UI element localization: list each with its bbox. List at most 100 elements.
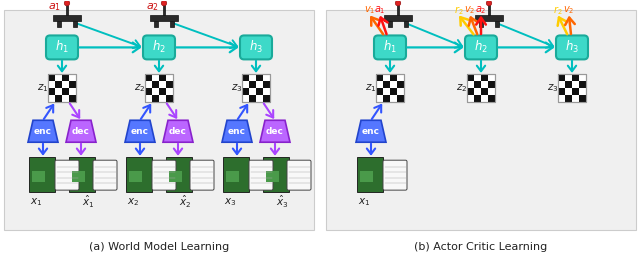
FancyArrowPatch shape bbox=[264, 103, 273, 118]
FancyArrowPatch shape bbox=[155, 61, 163, 71]
Bar bbox=[150, 15, 179, 21]
Bar bbox=[397, 5, 399, 15]
FancyArrowPatch shape bbox=[76, 23, 140, 48]
Bar bbox=[404, 21, 408, 27]
Polygon shape bbox=[66, 120, 96, 142]
FancyArrowPatch shape bbox=[58, 61, 66, 71]
Text: $a_2$: $a_2$ bbox=[476, 5, 487, 17]
Bar bbox=[48, 74, 76, 102]
Bar bbox=[558, 88, 565, 95]
Bar bbox=[579, 95, 586, 102]
Bar bbox=[475, 15, 504, 21]
Bar bbox=[376, 74, 404, 102]
Text: $\hat{x}_3$: $\hat{x}_3$ bbox=[276, 194, 288, 210]
Text: $a_1$: $a_1$ bbox=[49, 2, 61, 13]
Bar bbox=[129, 171, 141, 182]
Polygon shape bbox=[163, 120, 193, 142]
Text: $h_1$: $h_1$ bbox=[55, 39, 69, 55]
Bar bbox=[467, 74, 474, 81]
Bar bbox=[166, 157, 192, 192]
FancyArrowPatch shape bbox=[238, 105, 247, 119]
Bar bbox=[168, 171, 182, 182]
Bar bbox=[66, 5, 68, 15]
Bar bbox=[126, 157, 152, 192]
Text: $v_2$: $v_2$ bbox=[563, 5, 575, 17]
Bar bbox=[572, 74, 579, 81]
Polygon shape bbox=[356, 120, 386, 142]
Bar bbox=[152, 81, 159, 88]
Bar bbox=[223, 157, 249, 192]
FancyBboxPatch shape bbox=[93, 160, 117, 190]
FancyArrowPatch shape bbox=[499, 43, 553, 52]
FancyArrowPatch shape bbox=[172, 23, 237, 48]
Bar bbox=[69, 95, 76, 102]
Text: $\hat{x}_2$: $\hat{x}_2$ bbox=[179, 194, 191, 210]
FancyArrowPatch shape bbox=[371, 17, 383, 34]
Bar bbox=[226, 171, 239, 182]
Text: $v_2$: $v_2$ bbox=[465, 5, 476, 17]
Bar bbox=[467, 74, 495, 102]
Text: $z_3$: $z_3$ bbox=[547, 83, 559, 94]
Bar bbox=[397, 81, 404, 88]
Bar bbox=[74, 21, 77, 27]
Bar bbox=[376, 88, 383, 95]
FancyArrowPatch shape bbox=[141, 105, 150, 119]
Bar bbox=[242, 74, 249, 81]
Text: $z_1$: $z_1$ bbox=[37, 83, 49, 94]
Bar bbox=[383, 95, 390, 102]
Bar bbox=[326, 11, 636, 230]
Bar bbox=[62, 74, 69, 81]
Text: enc: enc bbox=[228, 127, 246, 136]
Bar bbox=[256, 74, 263, 81]
FancyBboxPatch shape bbox=[374, 35, 406, 59]
Bar bbox=[263, 95, 270, 102]
Text: $h_3$: $h_3$ bbox=[565, 39, 579, 55]
FancyArrowPatch shape bbox=[367, 144, 375, 154]
Bar bbox=[145, 74, 152, 81]
Bar bbox=[474, 81, 481, 88]
Bar bbox=[474, 95, 481, 102]
Bar bbox=[256, 88, 263, 95]
Bar bbox=[383, 81, 390, 88]
FancyArrowPatch shape bbox=[70, 103, 79, 118]
FancyArrowPatch shape bbox=[386, 61, 394, 71]
Bar bbox=[159, 88, 166, 95]
Polygon shape bbox=[28, 120, 58, 142]
FancyArrowPatch shape bbox=[271, 144, 279, 154]
FancyArrowPatch shape bbox=[77, 144, 85, 154]
Bar bbox=[266, 171, 278, 182]
Bar bbox=[249, 81, 256, 88]
Circle shape bbox=[161, 1, 166, 6]
Text: $z_2$: $z_2$ bbox=[456, 83, 468, 94]
FancyBboxPatch shape bbox=[556, 35, 588, 59]
FancyArrowPatch shape bbox=[408, 43, 461, 52]
FancyArrowPatch shape bbox=[167, 103, 176, 118]
Bar bbox=[397, 95, 404, 102]
Bar bbox=[565, 81, 572, 88]
Bar bbox=[62, 88, 69, 95]
Bar bbox=[242, 74, 270, 102]
FancyArrowPatch shape bbox=[136, 144, 144, 154]
FancyArrowPatch shape bbox=[79, 43, 140, 52]
Bar bbox=[481, 74, 488, 81]
Bar bbox=[145, 74, 173, 102]
Bar bbox=[558, 74, 586, 102]
FancyArrowPatch shape bbox=[565, 18, 575, 34]
Bar bbox=[572, 88, 579, 95]
Bar bbox=[4, 11, 314, 230]
FancyBboxPatch shape bbox=[465, 35, 497, 59]
Bar bbox=[495, 21, 499, 27]
Text: $h_1$: $h_1$ bbox=[383, 39, 397, 55]
FancyArrowPatch shape bbox=[496, 23, 553, 48]
Text: $r_2$: $r_2$ bbox=[454, 4, 464, 17]
FancyArrowPatch shape bbox=[372, 105, 381, 119]
FancyArrowPatch shape bbox=[477, 61, 485, 71]
Circle shape bbox=[486, 1, 492, 6]
Bar bbox=[170, 21, 173, 27]
Bar bbox=[159, 74, 166, 81]
FancyBboxPatch shape bbox=[55, 160, 79, 190]
FancyArrowPatch shape bbox=[233, 144, 241, 154]
FancyArrowPatch shape bbox=[568, 61, 576, 71]
Circle shape bbox=[64, 1, 70, 6]
Bar bbox=[467, 74, 495, 102]
